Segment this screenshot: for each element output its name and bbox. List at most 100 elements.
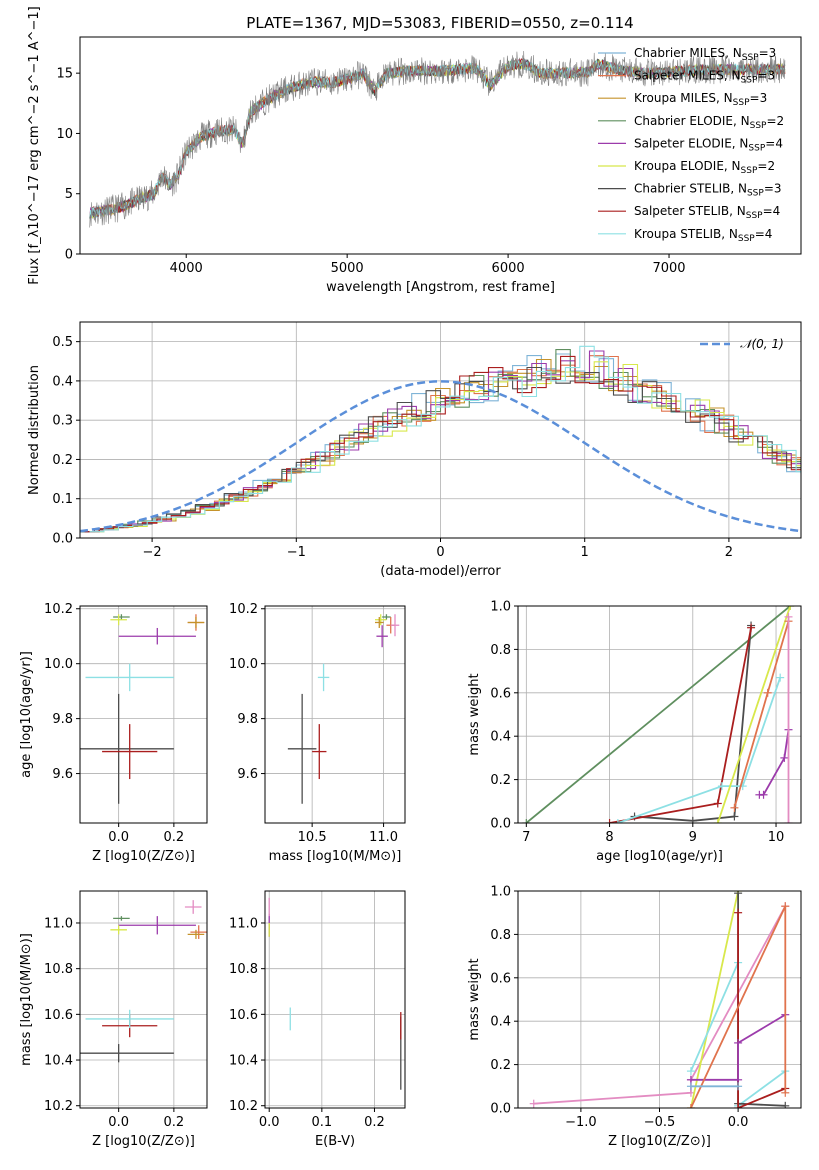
y-tick-label: 10.8 bbox=[44, 962, 73, 977]
normal-reference-curve bbox=[80, 380, 801, 533]
legend-label: Kroupa ELODIE, NSSP=2 bbox=[634, 159, 775, 176]
y-tick-label: 0.8 bbox=[490, 643, 511, 658]
x-tick-label: 0.0 bbox=[728, 1115, 749, 1130]
legend-label: Salpeter ELODIE, NSSP=4 bbox=[634, 136, 783, 153]
x-tick-label: 0.0 bbox=[108, 830, 129, 845]
y-tick-label: 10.0 bbox=[44, 657, 73, 672]
y-axis-label: age [log10(age/yr)] bbox=[19, 651, 34, 778]
y-tick-label: 0.4 bbox=[490, 730, 511, 745]
y-tick-label: 10.6 bbox=[229, 1008, 258, 1023]
y-tick-label: 9.8 bbox=[237, 712, 258, 727]
y-tick-label: 0.3 bbox=[52, 414, 73, 429]
x-tick-label: 9 bbox=[689, 830, 697, 845]
x-tick-label: 6000 bbox=[492, 261, 525, 276]
plot-frame bbox=[264, 605, 406, 824]
mass-weight-vs-metallicity-chart: −1.0 −0.5 0.0 0.0 0.2 0.4 0.6 0.8 1.0 Z [log10(Z/… bbox=[467, 885, 802, 1149]
x-tick-label: 0.1 bbox=[311, 1115, 332, 1130]
spectrum-chart: 4000 5000 6000 7000 0 5 10 15 wavelength [Angstr… bbox=[27, 6, 802, 295]
y-tick-label: 5 bbox=[65, 187, 73, 202]
x-tick-label: 2 bbox=[725, 545, 733, 560]
residual-histogram-chart: −2 −1 0 1 2 0.0 0.1 0.2 0.3 0.4 0.5 (data-model)/er… bbox=[27, 321, 802, 579]
y-axis-label: mass weight bbox=[467, 673, 482, 755]
y-tick-label: 10.4 bbox=[44, 1054, 73, 1069]
figure-title: PLATE=1367, MJD=53083, FIBERID=0550, z=0… bbox=[246, 14, 633, 32]
x-axis-label: Z [log10(Z/Z⊙)] bbox=[92, 1134, 195, 1149]
y-tick-label: 9.8 bbox=[52, 712, 73, 727]
y-tick-label: 10.0 bbox=[229, 657, 258, 672]
y-tick-label: 10 bbox=[56, 127, 73, 142]
weight-line bbox=[716, 606, 792, 823]
y-tick-label: 15 bbox=[56, 67, 73, 82]
x-tick-label: 11.0 bbox=[369, 830, 398, 845]
x-tick-label: 0.2 bbox=[364, 1115, 385, 1130]
observed-spectrum-line bbox=[89, 50, 786, 228]
y-tick-label: 9.6 bbox=[237, 767, 258, 782]
y-tick-label: 10.4 bbox=[229, 1054, 258, 1069]
weight-line bbox=[690, 891, 739, 1108]
legend-label: Salpeter STELIB, NSSP=4 bbox=[634, 204, 780, 221]
y-tick-label: 0.2 bbox=[490, 1058, 511, 1073]
errorbar-points bbox=[80, 900, 207, 1063]
weight-line bbox=[525, 606, 791, 823]
weight-line bbox=[634, 625, 752, 822]
y-tick-label: 10.2 bbox=[229, 1099, 258, 1114]
weight-line bbox=[609, 627, 752, 823]
y-tick-label: 0.6 bbox=[490, 686, 511, 701]
legend-label: Chabrier ELODIE, NSSP=2 bbox=[634, 114, 784, 131]
y-tick-label: 0.4 bbox=[490, 1015, 511, 1030]
x-axis-label: age [log10(age/yr)] bbox=[596, 849, 723, 864]
legend-label: 𝒩(0, 1) bbox=[740, 337, 784, 351]
y-tick-label: 10.6 bbox=[44, 1008, 73, 1023]
y-tick-label: 0.2 bbox=[52, 453, 73, 468]
y-tick-label: 9.6 bbox=[52, 767, 73, 782]
legend-label: Salpeter MILES, NSSP=3 bbox=[634, 69, 775, 86]
y-tick-label: 0.2 bbox=[490, 773, 511, 788]
y-tick-label: 0.1 bbox=[52, 492, 73, 507]
weight-line bbox=[737, 893, 786, 1107]
weight-lines bbox=[529, 891, 790, 1108]
errorbar-points bbox=[268, 897, 402, 1090]
y-axis-label: mass [log10(M/M⊙)] bbox=[19, 933, 34, 1066]
x-tick-label: 10 bbox=[768, 830, 785, 845]
y-tick-label: 1.0 bbox=[490, 600, 511, 615]
y-tick-label: 0.0 bbox=[490, 817, 511, 832]
x-tick-label: 0.2 bbox=[164, 830, 185, 845]
weight-line bbox=[617, 677, 782, 823]
histogram-series-step bbox=[80, 366, 801, 533]
y-tick-label: 0.0 bbox=[490, 1102, 511, 1117]
y-tick-label: 10.2 bbox=[44, 602, 73, 617]
y-axis-label: Flux [f_λ10^−17 erg cm^−2 s^−1 A^−1] bbox=[27, 6, 42, 284]
x-tick-label: −1 bbox=[287, 545, 306, 560]
plot-frame bbox=[79, 36, 802, 255]
mass-vs-metallicity-chart: 0.0 0.2 10.2 10.4 10.6 10.8 11.0 Z [log10(Z/Z⊙)… bbox=[19, 890, 208, 1149]
y-tick-label: 0.4 bbox=[52, 374, 73, 389]
x-tick-label: 0 bbox=[436, 545, 444, 560]
x-tick-label: 0.2 bbox=[164, 1115, 185, 1130]
weight-line bbox=[759, 729, 790, 796]
y-tick-label: 0.0 bbox=[52, 532, 73, 547]
x-axis-label: Z [log10(Z/Z⊙)] bbox=[92, 849, 195, 864]
plot-frame bbox=[264, 890, 406, 1109]
age-vs-metallicity-chart: 0.0 0.2 9.6 9.8 10.0 10.2 Z [log10(Z/Z⊙)] age [… bbox=[19, 602, 208, 864]
x-axis-label: (data-model)/error bbox=[380, 564, 501, 579]
legend-label: Chabrier MILES, NSSP=3 bbox=[634, 46, 776, 63]
legend-label: Chabrier STELIB, NSSP=3 bbox=[634, 182, 782, 199]
x-tick-label: 7 bbox=[522, 830, 530, 845]
spectrum-lines bbox=[89, 50, 786, 228]
x-tick-label: 10.5 bbox=[298, 830, 327, 845]
histogram-series-step bbox=[89, 358, 801, 533]
y-tick-label: 0.6 bbox=[490, 971, 511, 986]
histogram-steps bbox=[80, 345, 801, 533]
x-tick-label: 7000 bbox=[652, 261, 685, 276]
x-tick-label: −0.5 bbox=[644, 1115, 676, 1130]
x-tick-label: −2 bbox=[143, 545, 162, 560]
y-tick-label: 10.2 bbox=[229, 602, 258, 617]
x-axis-label: E(B-V) bbox=[315, 1134, 355, 1149]
legend-label: Kroupa MILES, NSSP=3 bbox=[634, 91, 767, 108]
legend-label: Kroupa STELIB, NSSP=4 bbox=[634, 227, 772, 244]
mass-weight-vs-age-chart: 7 8 9 10 0.0 0.2 0.4 0.6 0.8 1.0 age [log10(age/yr… bbox=[467, 600, 802, 864]
mass-vs-ebv-chart: 0.0 0.1 0.2 10.2 10.4 10.6 10.8 11.0 E(B-V) bbox=[229, 890, 406, 1149]
y-tick-label: 0 bbox=[65, 248, 73, 263]
x-tick-label: 5000 bbox=[331, 261, 364, 276]
